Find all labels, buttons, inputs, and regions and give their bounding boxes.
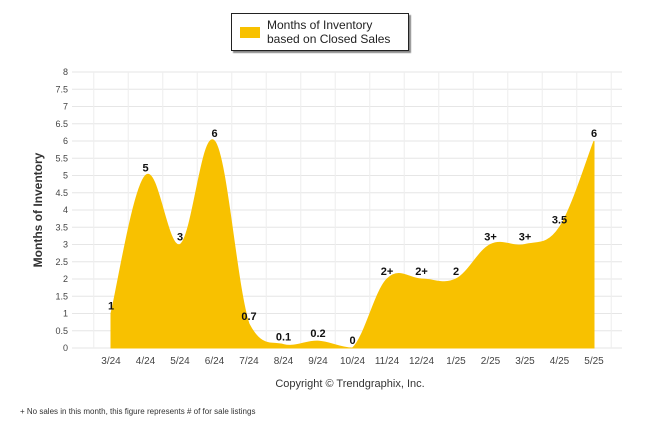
y-tick-label: 1.5 xyxy=(55,291,68,301)
x-tick-label: 6/24 xyxy=(205,356,225,367)
x-tick-label: 1/25 xyxy=(446,356,466,367)
data-label: 1 xyxy=(108,301,114,313)
y-tick-label: 4 xyxy=(63,205,68,215)
y-tick-label: 0.5 xyxy=(55,326,68,336)
y-tick-label: 1 xyxy=(63,309,68,319)
y-tick-label: 2 xyxy=(63,274,68,284)
data-label: 3+ xyxy=(484,232,497,244)
copyright-text: Copyright © Trendgraphix, Inc. xyxy=(275,378,424,390)
data-label: 0.7 xyxy=(241,311,256,323)
x-tick-label: 7/24 xyxy=(239,356,259,367)
y-tick-label: 8 xyxy=(63,67,68,77)
x-tick-label: 4/24 xyxy=(136,356,156,367)
data-label: 3+ xyxy=(519,232,532,244)
x-tick-label: 5/25 xyxy=(584,356,604,367)
x-tick-label: 11/24 xyxy=(375,356,400,367)
x-tick-label: 8/24 xyxy=(274,356,294,367)
data-label: 3.5 xyxy=(552,214,567,226)
y-tick-label: 3 xyxy=(63,240,68,250)
legend-swatch xyxy=(240,27,260,38)
y-axis-title: Months of Inventory xyxy=(31,152,45,267)
x-tick-label: 4/25 xyxy=(550,356,570,367)
data-label: 2+ xyxy=(415,266,428,278)
legend: Months of Inventory based on Closed Sale… xyxy=(231,13,409,51)
y-tick-label: 7.5 xyxy=(55,84,68,94)
x-tick-label: 3/24 xyxy=(101,356,121,367)
y-tick-label: 7 xyxy=(63,102,68,112)
x-tick-labels: 3/24 4/24 5/24 6/24 7/24 8/24 9/24 10/24 11/24 12… xyxy=(101,356,604,367)
x-tick-label: 9/24 xyxy=(308,356,328,367)
x-tick-label: 5/24 xyxy=(170,356,190,367)
data-label: 6 xyxy=(591,128,597,140)
x-tick-label: 3/25 xyxy=(515,356,535,367)
y-tick-label: 5.5 xyxy=(55,153,68,163)
data-label: 5 xyxy=(142,163,148,175)
y-tick-label: 2.5 xyxy=(55,257,68,267)
y-tick-label: 6 xyxy=(63,136,68,146)
y-tick-label: 3.5 xyxy=(55,222,68,232)
x-tick-label: 10/24 xyxy=(340,356,365,367)
data-label: 3 xyxy=(177,232,183,244)
data-label: 0.2 xyxy=(310,328,325,340)
legend-label: Months of Inventory based on Closed Sale… xyxy=(267,18,391,46)
footnote: + No sales in this month, this figure re… xyxy=(20,407,256,416)
data-labels: 1 5 3 6 0.7 0.1 0.2 0 2+ 2+ 2 3+ 3+ 3.5 6 xyxy=(108,128,597,347)
y-tick-labels: 0 0.5 1 1.5 2 2.5 3 3.5 4 4.5 5 5.5 6 6.5 7 7.5 8 xyxy=(55,67,68,353)
y-tick-label: 5 xyxy=(63,171,68,181)
y-tick-label: 6.5 xyxy=(55,119,68,129)
y-tick-label: 0 xyxy=(63,343,68,353)
data-label: 0.1 xyxy=(276,332,291,344)
data-label: 2+ xyxy=(381,266,394,278)
data-label: 6 xyxy=(211,128,217,140)
x-tick-label: 2/25 xyxy=(481,356,501,367)
data-label: 0 xyxy=(349,335,355,347)
x-tick-label: 12/24 xyxy=(409,356,434,367)
area-series xyxy=(110,139,595,349)
data-label: 2 xyxy=(453,266,459,278)
y-tick-label: 4.5 xyxy=(55,188,68,198)
